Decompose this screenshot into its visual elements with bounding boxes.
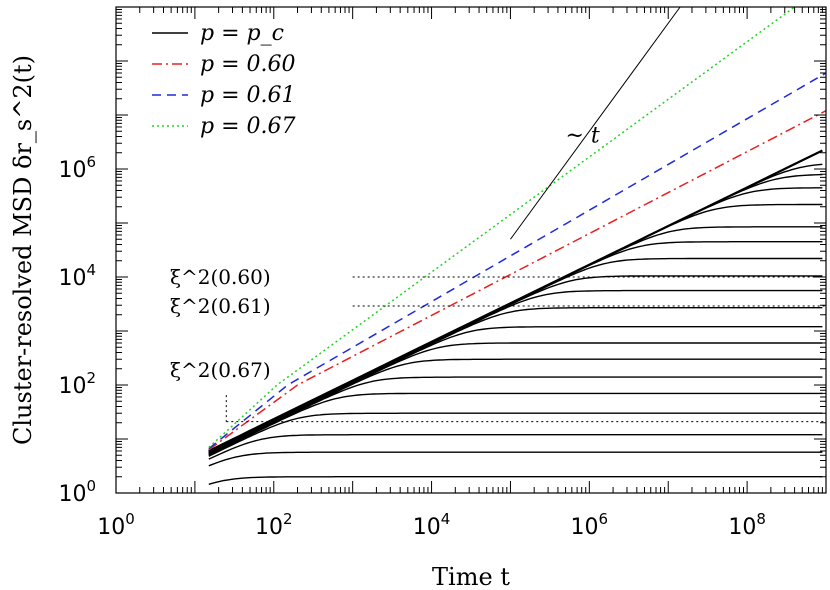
reference-slope-line: [510, 6, 681, 240]
plateau-curve-5: [208, 392, 823, 456]
series-curve-1: [208, 110, 827, 451]
y-tick-label: 102: [58, 369, 96, 399]
x-tick-label: 102: [255, 510, 293, 540]
y-tick-label: 106: [58, 153, 96, 183]
y-axis-title: Cluster-resolved MSD δr_s^2(t): [9, 55, 37, 445]
critical-curve: [208, 149, 823, 452]
plateau-curve-11: [208, 289, 823, 454]
annotation-layer: ~ t ξ^2(0.60) ξ^2(0.61) ξ^2(0.67): [170, 6, 826, 423]
y-tick-label: 104: [58, 261, 96, 291]
reference-slope-label: ~ t: [565, 123, 599, 148]
legend-label-2: p = 0.60: [200, 52, 296, 77]
plateau-curve-10: [208, 307, 823, 454]
series-curve-3: [208, 6, 796, 448]
y-tick-label: 100: [58, 477, 96, 507]
x-tick-label: 106: [571, 510, 609, 540]
plateau-curve-13: [208, 257, 823, 453]
x-tick-label: 104: [413, 510, 451, 540]
x-tick-label: 100: [97, 510, 135, 540]
x-tick-label: 108: [728, 510, 766, 540]
plateau-curve-2: [208, 451, 823, 467]
series-curve-2: [208, 72, 827, 450]
plateau-curve-1: [208, 476, 823, 485]
tick-layer: 100 102 104 106 108 100 102 104 106: [58, 7, 826, 540]
legend-label-1: p = p_c: [200, 21, 284, 46]
plateau-curve-6: [208, 376, 823, 456]
plateau-curve-14: [208, 241, 823, 453]
plateau-curve-3: [208, 434, 823, 460]
plot-frame: [115, 6, 827, 494]
series-layer: [208, 6, 827, 485]
legend-label-3: p = 0.61: [200, 83, 296, 108]
xi-label-2: ξ^2(0.61): [170, 294, 271, 318]
legend-label-4: p = 0.67: [200, 114, 296, 139]
xi-label-3: ξ^2(0.67): [170, 358, 271, 382]
plateau-curve-4: [208, 412, 823, 457]
xi-label-1: ξ^2(0.60): [170, 265, 271, 289]
legend: p = p_cp = 0.60 p = 0.61 p = 0.67: [152, 21, 296, 139]
x-axis-title: Time t: [432, 563, 510, 590]
